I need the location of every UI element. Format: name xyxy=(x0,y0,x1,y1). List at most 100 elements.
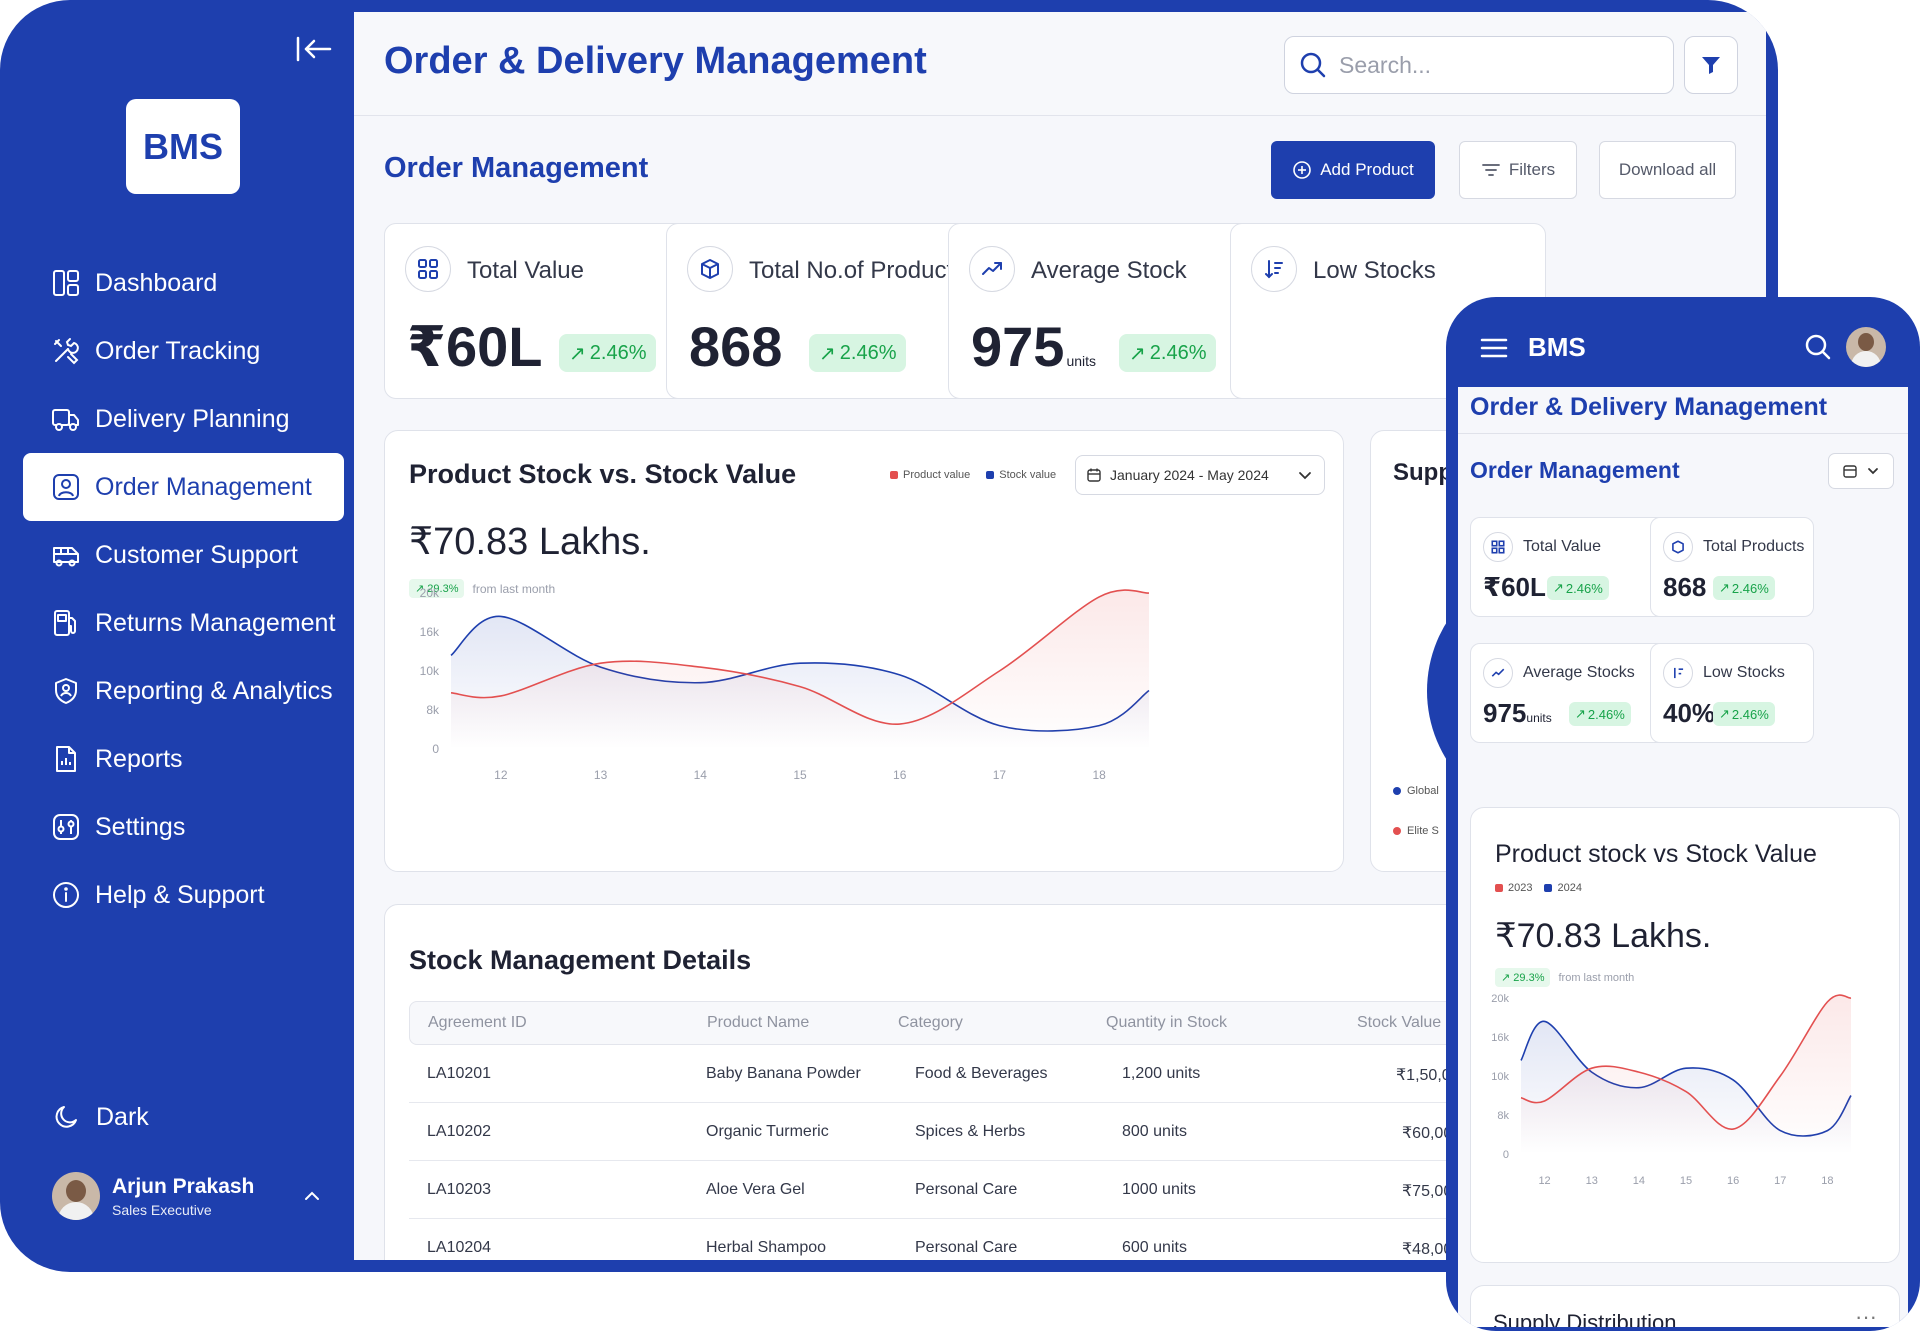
sidebar-item-delivery-planning[interactable]: Delivery Planning xyxy=(23,385,344,453)
trend-up-icon xyxy=(969,246,1015,292)
mobile-stat-total-value: Total Value ₹60L ↗ 2.46% xyxy=(1470,517,1670,617)
x-tick-label: 13 xyxy=(1586,1175,1598,1187)
sidebar-item-label: Dashboard xyxy=(95,268,218,297)
avatar[interactable] xyxy=(1846,327,1886,367)
more-options-icon[interactable]: ··· xyxy=(1855,1304,1877,1327)
divider xyxy=(1458,433,1908,434)
x-tick-label: 12 xyxy=(1538,1175,1550,1187)
filters-button[interactable]: Filters xyxy=(1459,141,1577,199)
mobile-chart-title: Product stock vs Stock Value xyxy=(1495,840,1817,868)
y-tick-label: 10k xyxy=(1491,1071,1509,1083)
series-area-1 xyxy=(451,590,1149,749)
sidebar-item-label: Settings xyxy=(95,812,186,841)
column-header: Product Name xyxy=(707,1014,810,1031)
trend-up-icon: ↗ xyxy=(819,342,836,365)
stat-label: Average Stock xyxy=(1031,257,1187,284)
search-icon xyxy=(1300,52,1326,78)
search-box[interactable] xyxy=(1284,36,1674,94)
date-range-select[interactable]: January 2024 - May 2024 xyxy=(1075,455,1325,495)
section-title: Order Management xyxy=(384,152,649,184)
dark-mode-toggle[interactable]: Dark xyxy=(52,1102,149,1132)
mobile-stat-average-stocks: Average Stocks 975units ↗ 2.46% xyxy=(1470,643,1670,743)
search-icon[interactable] xyxy=(1804,333,1832,361)
x-tick-label: 18 xyxy=(1092,768,1106,782)
mobile-stat-total-products: Total Products 868 ↗ 2.46% xyxy=(1650,517,1814,617)
cell-agreement-id: LA10203 xyxy=(427,1181,492,1198)
x-tick-label: 16 xyxy=(1727,1175,1739,1187)
stat-value: 975units xyxy=(1483,698,1552,728)
add-product-button[interactable]: Add Product xyxy=(1271,141,1435,199)
change-badge: ↗ 29.3% xyxy=(1495,968,1551,987)
change-badge: ↗ 29.3% xyxy=(409,579,465,598)
box-icon xyxy=(687,246,733,292)
chart-title: Product Stock vs. Stock Value xyxy=(409,459,797,489)
cell-product-name: Organic Turmeric xyxy=(706,1123,829,1140)
calendar-icon xyxy=(1087,468,1101,482)
search-input[interactable] xyxy=(1339,51,1639,79)
cell-agreement-id: LA10201 xyxy=(427,1065,492,1082)
chart-legend: Product value Stock value xyxy=(890,469,1056,481)
mobile-stat-low-stocks: Low Stocks 40% ↗ 2.46% xyxy=(1650,643,1814,743)
change-note: from last month xyxy=(1558,971,1635,984)
change-badge: ↗ 2.46% xyxy=(1119,334,1217,372)
filter-button[interactable] xyxy=(1684,36,1738,94)
sidebar-item-dashboard[interactable]: Dashboard xyxy=(23,249,344,317)
download-all-button[interactable]: Download all xyxy=(1599,141,1736,199)
series-line-product-value xyxy=(450,589,1150,725)
sidebar-item-settings[interactable]: Settings xyxy=(23,793,344,861)
x-tick-label: 14 xyxy=(1633,1175,1645,1187)
trend-up-icon xyxy=(1483,658,1513,688)
sidebar-item-order-tracking[interactable]: Order Tracking xyxy=(23,317,344,385)
chevron-down-icon xyxy=(1868,468,1878,475)
x-tick-label: 15 xyxy=(793,768,807,782)
table-title: Stock Management Details xyxy=(409,945,752,975)
sidebar-item-returns-management[interactable]: Returns Management xyxy=(23,589,344,657)
settings-sliders-icon xyxy=(53,814,79,840)
user-profile[interactable]: Arjun Prakash Sales Executive xyxy=(52,1172,322,1220)
change-note: from last month xyxy=(472,581,556,596)
stat-value: ₹60L xyxy=(1483,572,1546,602)
sidebar-item-label: Reporting & Analytics xyxy=(95,676,333,705)
mobile-supply-card: Supply Distribution ··· xyxy=(1470,1285,1900,1327)
truck-icon xyxy=(52,409,79,431)
mobile-chart-card: Product stock vs Stock Value 2023 2024 ₹… xyxy=(1470,807,1900,1263)
chevron-up-icon[interactable] xyxy=(302,1186,322,1206)
side-legend-global: Global xyxy=(1393,785,1439,797)
mobile-line-chart-plot: 20k 16k 10k 8k 0 12 13 14 15 16 17 18 xyxy=(1491,993,1852,1187)
x-tick-label: 18 xyxy=(1821,1175,1833,1187)
column-header: Agreement ID xyxy=(428,1014,527,1031)
stat-label: Total Value xyxy=(467,257,584,284)
sidebar-item-label: Returns Management xyxy=(95,608,336,637)
y-tick-label: 8k xyxy=(1497,1110,1509,1122)
add-product-label: Add Product xyxy=(1320,160,1414,179)
sidebar-item-order-management[interactable]: Order Management xyxy=(23,453,344,521)
dashboard-icon xyxy=(53,270,79,296)
stock-value-chart-card: Product Stock vs. Stock Value Product va… xyxy=(384,430,1344,872)
brand-logo: BMS xyxy=(126,99,240,194)
mobile-date-select[interactable] xyxy=(1828,453,1894,489)
legend-stock-value: Stock value xyxy=(986,469,1056,481)
mobile-topbar: BMS xyxy=(1446,297,1920,387)
sort-down-icon xyxy=(1251,246,1297,292)
sidebar-item-help-support[interactable]: Help & Support xyxy=(23,861,344,929)
mobile-chart-change: ↗ 29.3% from last month xyxy=(1495,968,1634,987)
mobile-frame: BMS Order & Delivery Management Order Ma… xyxy=(1446,297,1920,1331)
mobile-section-title: Order Management xyxy=(1470,457,1680,483)
grid-icon xyxy=(1483,532,1513,562)
hamburger-menu-icon[interactable] xyxy=(1480,337,1508,359)
sidebar-item-customer-support[interactable]: Customer Support xyxy=(23,521,344,589)
change-badge: ↗ 2.46% xyxy=(559,334,657,372)
x-tick-label: 14 xyxy=(694,768,708,782)
sidebar-item-reporting-analytics[interactable]: Reporting & Analytics xyxy=(23,657,344,725)
bus-icon xyxy=(53,547,79,567)
collapse-sidebar-icon[interactable] xyxy=(294,34,334,64)
y-tick-label: 20k xyxy=(1491,993,1509,1005)
x-tick-label: 15 xyxy=(1680,1175,1692,1187)
cell-agreement-id: LA10204 xyxy=(427,1239,492,1256)
change-badge: ↗ 2.46% xyxy=(1547,576,1609,600)
stat-label: Low Stocks xyxy=(1313,257,1436,284)
sidebar-item-label: Customer Support xyxy=(95,540,298,569)
cell-agreement-id: LA10202 xyxy=(427,1123,492,1140)
sidebar-item-reports[interactable]: Reports xyxy=(23,725,344,793)
